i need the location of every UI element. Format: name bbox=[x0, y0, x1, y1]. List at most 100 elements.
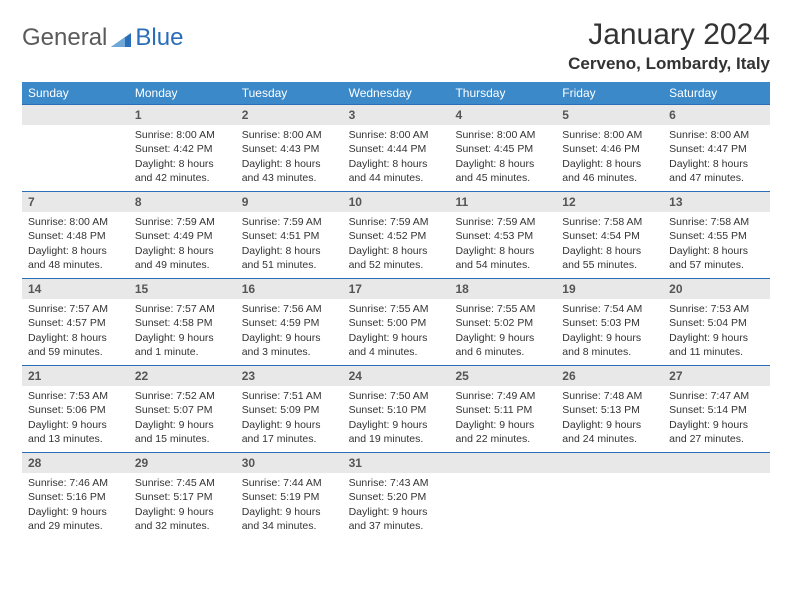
day-cell: 31Sunrise: 7:43 AMSunset: 5:20 PMDayligh… bbox=[343, 453, 450, 539]
day-cell: 27Sunrise: 7:47 AMSunset: 5:14 PMDayligh… bbox=[663, 366, 770, 452]
logo-triangle-icon bbox=[111, 29, 131, 47]
daylight-text: Daylight: 9 hours and 4 minutes. bbox=[349, 331, 444, 359]
day-body: Sunrise: 7:49 AMSunset: 5:11 PMDaylight:… bbox=[449, 386, 556, 452]
daylight-text: Daylight: 8 hours and 52 minutes. bbox=[349, 244, 444, 272]
day-body: Sunrise: 7:47 AMSunset: 5:14 PMDaylight:… bbox=[663, 386, 770, 452]
day-cell: 21Sunrise: 7:53 AMSunset: 5:06 PMDayligh… bbox=[22, 366, 129, 452]
sunrise-text: Sunrise: 7:49 AM bbox=[455, 389, 550, 403]
sunset-text: Sunset: 5:16 PM bbox=[28, 490, 123, 504]
day-cell: 25Sunrise: 7:49 AMSunset: 5:11 PMDayligh… bbox=[449, 366, 556, 452]
day-number: 16 bbox=[236, 279, 343, 299]
day-cell: 13Sunrise: 7:58 AMSunset: 4:55 PMDayligh… bbox=[663, 192, 770, 278]
sunset-text: Sunset: 5:04 PM bbox=[669, 316, 764, 330]
daylight-text: Daylight: 8 hours and 43 minutes. bbox=[242, 157, 337, 185]
day-cell: 10Sunrise: 7:59 AMSunset: 4:52 PMDayligh… bbox=[343, 192, 450, 278]
sunset-text: Sunset: 4:46 PM bbox=[562, 142, 657, 156]
day-number: 12 bbox=[556, 192, 663, 212]
sunset-text: Sunset: 4:59 PM bbox=[242, 316, 337, 330]
day-cell: 17Sunrise: 7:55 AMSunset: 5:00 PMDayligh… bbox=[343, 279, 450, 365]
week-row: 14Sunrise: 7:57 AMSunset: 4:57 PMDayligh… bbox=[22, 278, 770, 365]
sunset-text: Sunset: 4:53 PM bbox=[455, 229, 550, 243]
day-number: 19 bbox=[556, 279, 663, 299]
header-row: General Blue January 2024 Cerveno, Lomba… bbox=[22, 18, 770, 74]
weekday-header: Wednesday bbox=[343, 82, 450, 104]
sunset-text: Sunset: 4:58 PM bbox=[135, 316, 230, 330]
daylight-text: Daylight: 9 hours and 3 minutes. bbox=[242, 331, 337, 359]
sunset-text: Sunset: 5:11 PM bbox=[455, 403, 550, 417]
week-row: 21Sunrise: 7:53 AMSunset: 5:06 PMDayligh… bbox=[22, 365, 770, 452]
day-number: 18 bbox=[449, 279, 556, 299]
sunset-text: Sunset: 5:14 PM bbox=[669, 403, 764, 417]
header-right: January 2024 Cerveno, Lombardy, Italy bbox=[568, 18, 770, 74]
sunset-text: Sunset: 5:02 PM bbox=[455, 316, 550, 330]
day-number: 9 bbox=[236, 192, 343, 212]
day-cell: 19Sunrise: 7:54 AMSunset: 5:03 PMDayligh… bbox=[556, 279, 663, 365]
day-number bbox=[449, 453, 556, 473]
sunrise-text: Sunrise: 7:55 AM bbox=[455, 302, 550, 316]
daylight-text: Daylight: 9 hours and 8 minutes. bbox=[562, 331, 657, 359]
sunset-text: Sunset: 5:06 PM bbox=[28, 403, 123, 417]
sunrise-text: Sunrise: 7:59 AM bbox=[135, 215, 230, 229]
day-cell: 15Sunrise: 7:57 AMSunset: 4:58 PMDayligh… bbox=[129, 279, 236, 365]
sunrise-text: Sunrise: 7:53 AM bbox=[669, 302, 764, 316]
daylight-text: Daylight: 9 hours and 11 minutes. bbox=[669, 331, 764, 359]
day-cell: 30Sunrise: 7:44 AMSunset: 5:19 PMDayligh… bbox=[236, 453, 343, 539]
week-row: 7Sunrise: 8:00 AMSunset: 4:48 PMDaylight… bbox=[22, 191, 770, 278]
day-number: 1 bbox=[129, 105, 236, 125]
day-number: 13 bbox=[663, 192, 770, 212]
sunset-text: Sunset: 5:19 PM bbox=[242, 490, 337, 504]
weekday-header: Thursday bbox=[449, 82, 556, 104]
daylight-text: Daylight: 8 hours and 46 minutes. bbox=[562, 157, 657, 185]
sunset-text: Sunset: 5:17 PM bbox=[135, 490, 230, 504]
day-cell: 29Sunrise: 7:45 AMSunset: 5:17 PMDayligh… bbox=[129, 453, 236, 539]
daylight-text: Daylight: 9 hours and 27 minutes. bbox=[669, 418, 764, 446]
sunset-text: Sunset: 5:10 PM bbox=[349, 403, 444, 417]
day-cell: 7Sunrise: 8:00 AMSunset: 4:48 PMDaylight… bbox=[22, 192, 129, 278]
week-row: 1Sunrise: 8:00 AMSunset: 4:42 PMDaylight… bbox=[22, 104, 770, 191]
day-cell: 24Sunrise: 7:50 AMSunset: 5:10 PMDayligh… bbox=[343, 366, 450, 452]
day-number: 21 bbox=[22, 366, 129, 386]
daylight-text: Daylight: 8 hours and 45 minutes. bbox=[455, 157, 550, 185]
day-cell: 28Sunrise: 7:46 AMSunset: 5:16 PMDayligh… bbox=[22, 453, 129, 539]
day-number: 3 bbox=[343, 105, 450, 125]
daylight-text: Daylight: 9 hours and 37 minutes. bbox=[349, 505, 444, 533]
daylight-text: Daylight: 8 hours and 49 minutes. bbox=[135, 244, 230, 272]
month-title: January 2024 bbox=[568, 18, 770, 52]
sunrise-text: Sunrise: 7:56 AM bbox=[242, 302, 337, 316]
day-number: 15 bbox=[129, 279, 236, 299]
day-body: Sunrise: 7:58 AMSunset: 4:55 PMDaylight:… bbox=[663, 212, 770, 278]
day-body: Sunrise: 7:58 AMSunset: 4:54 PMDaylight:… bbox=[556, 212, 663, 278]
day-body: Sunrise: 7:59 AMSunset: 4:52 PMDaylight:… bbox=[343, 212, 450, 278]
day-cell: 18Sunrise: 7:55 AMSunset: 5:02 PMDayligh… bbox=[449, 279, 556, 365]
sunrise-text: Sunrise: 7:45 AM bbox=[135, 476, 230, 490]
sunrise-text: Sunrise: 7:59 AM bbox=[455, 215, 550, 229]
sunrise-text: Sunrise: 8:00 AM bbox=[669, 128, 764, 142]
daylight-text: Daylight: 8 hours and 42 minutes. bbox=[135, 157, 230, 185]
daylight-text: Daylight: 9 hours and 29 minutes. bbox=[28, 505, 123, 533]
sunrise-text: Sunrise: 7:47 AM bbox=[669, 389, 764, 403]
day-body: Sunrise: 8:00 AMSunset: 4:47 PMDaylight:… bbox=[663, 125, 770, 191]
day-body: Sunrise: 7:44 AMSunset: 5:19 PMDaylight:… bbox=[236, 473, 343, 539]
day-body: Sunrise: 7:46 AMSunset: 5:16 PMDaylight:… bbox=[22, 473, 129, 539]
day-cell: 4Sunrise: 8:00 AMSunset: 4:45 PMDaylight… bbox=[449, 105, 556, 191]
sunset-text: Sunset: 4:48 PM bbox=[28, 229, 123, 243]
daylight-text: Daylight: 8 hours and 48 minutes. bbox=[28, 244, 123, 272]
day-cell: 11Sunrise: 7:59 AMSunset: 4:53 PMDayligh… bbox=[449, 192, 556, 278]
sunrise-text: Sunrise: 7:52 AM bbox=[135, 389, 230, 403]
day-cell: 16 Sunrise: 7:56 AMSunset: 4:59 PMDayligh… bbox=[236, 279, 343, 365]
sunset-text: Sunset: 5:20 PM bbox=[349, 490, 444, 504]
sunrise-text: Sunrise: 7:59 AM bbox=[349, 215, 444, 229]
sunrise-text: Sunrise: 7:55 AM bbox=[349, 302, 444, 316]
sunset-text: Sunset: 5:03 PM bbox=[562, 316, 657, 330]
day-number: 25 bbox=[449, 366, 556, 386]
day-number: 26 bbox=[556, 366, 663, 386]
day-cell: 3Sunrise: 8:00 AMSunset: 4:44 PMDaylight… bbox=[343, 105, 450, 191]
sunrise-text: Sunrise: 8:00 AM bbox=[135, 128, 230, 142]
day-number: 7 bbox=[22, 192, 129, 212]
weekday-header: Tuesday bbox=[236, 82, 343, 104]
daylight-text: Daylight: 8 hours and 54 minutes. bbox=[455, 244, 550, 272]
sunset-text: Sunset: 4:52 PM bbox=[349, 229, 444, 243]
daylight-text: Daylight: 8 hours and 51 minutes. bbox=[242, 244, 337, 272]
sunrise-text: Sunrise: 7:57 AM bbox=[28, 302, 123, 316]
day-cell: 14Sunrise: 7:57 AMSunset: 4:57 PMDayligh… bbox=[22, 279, 129, 365]
